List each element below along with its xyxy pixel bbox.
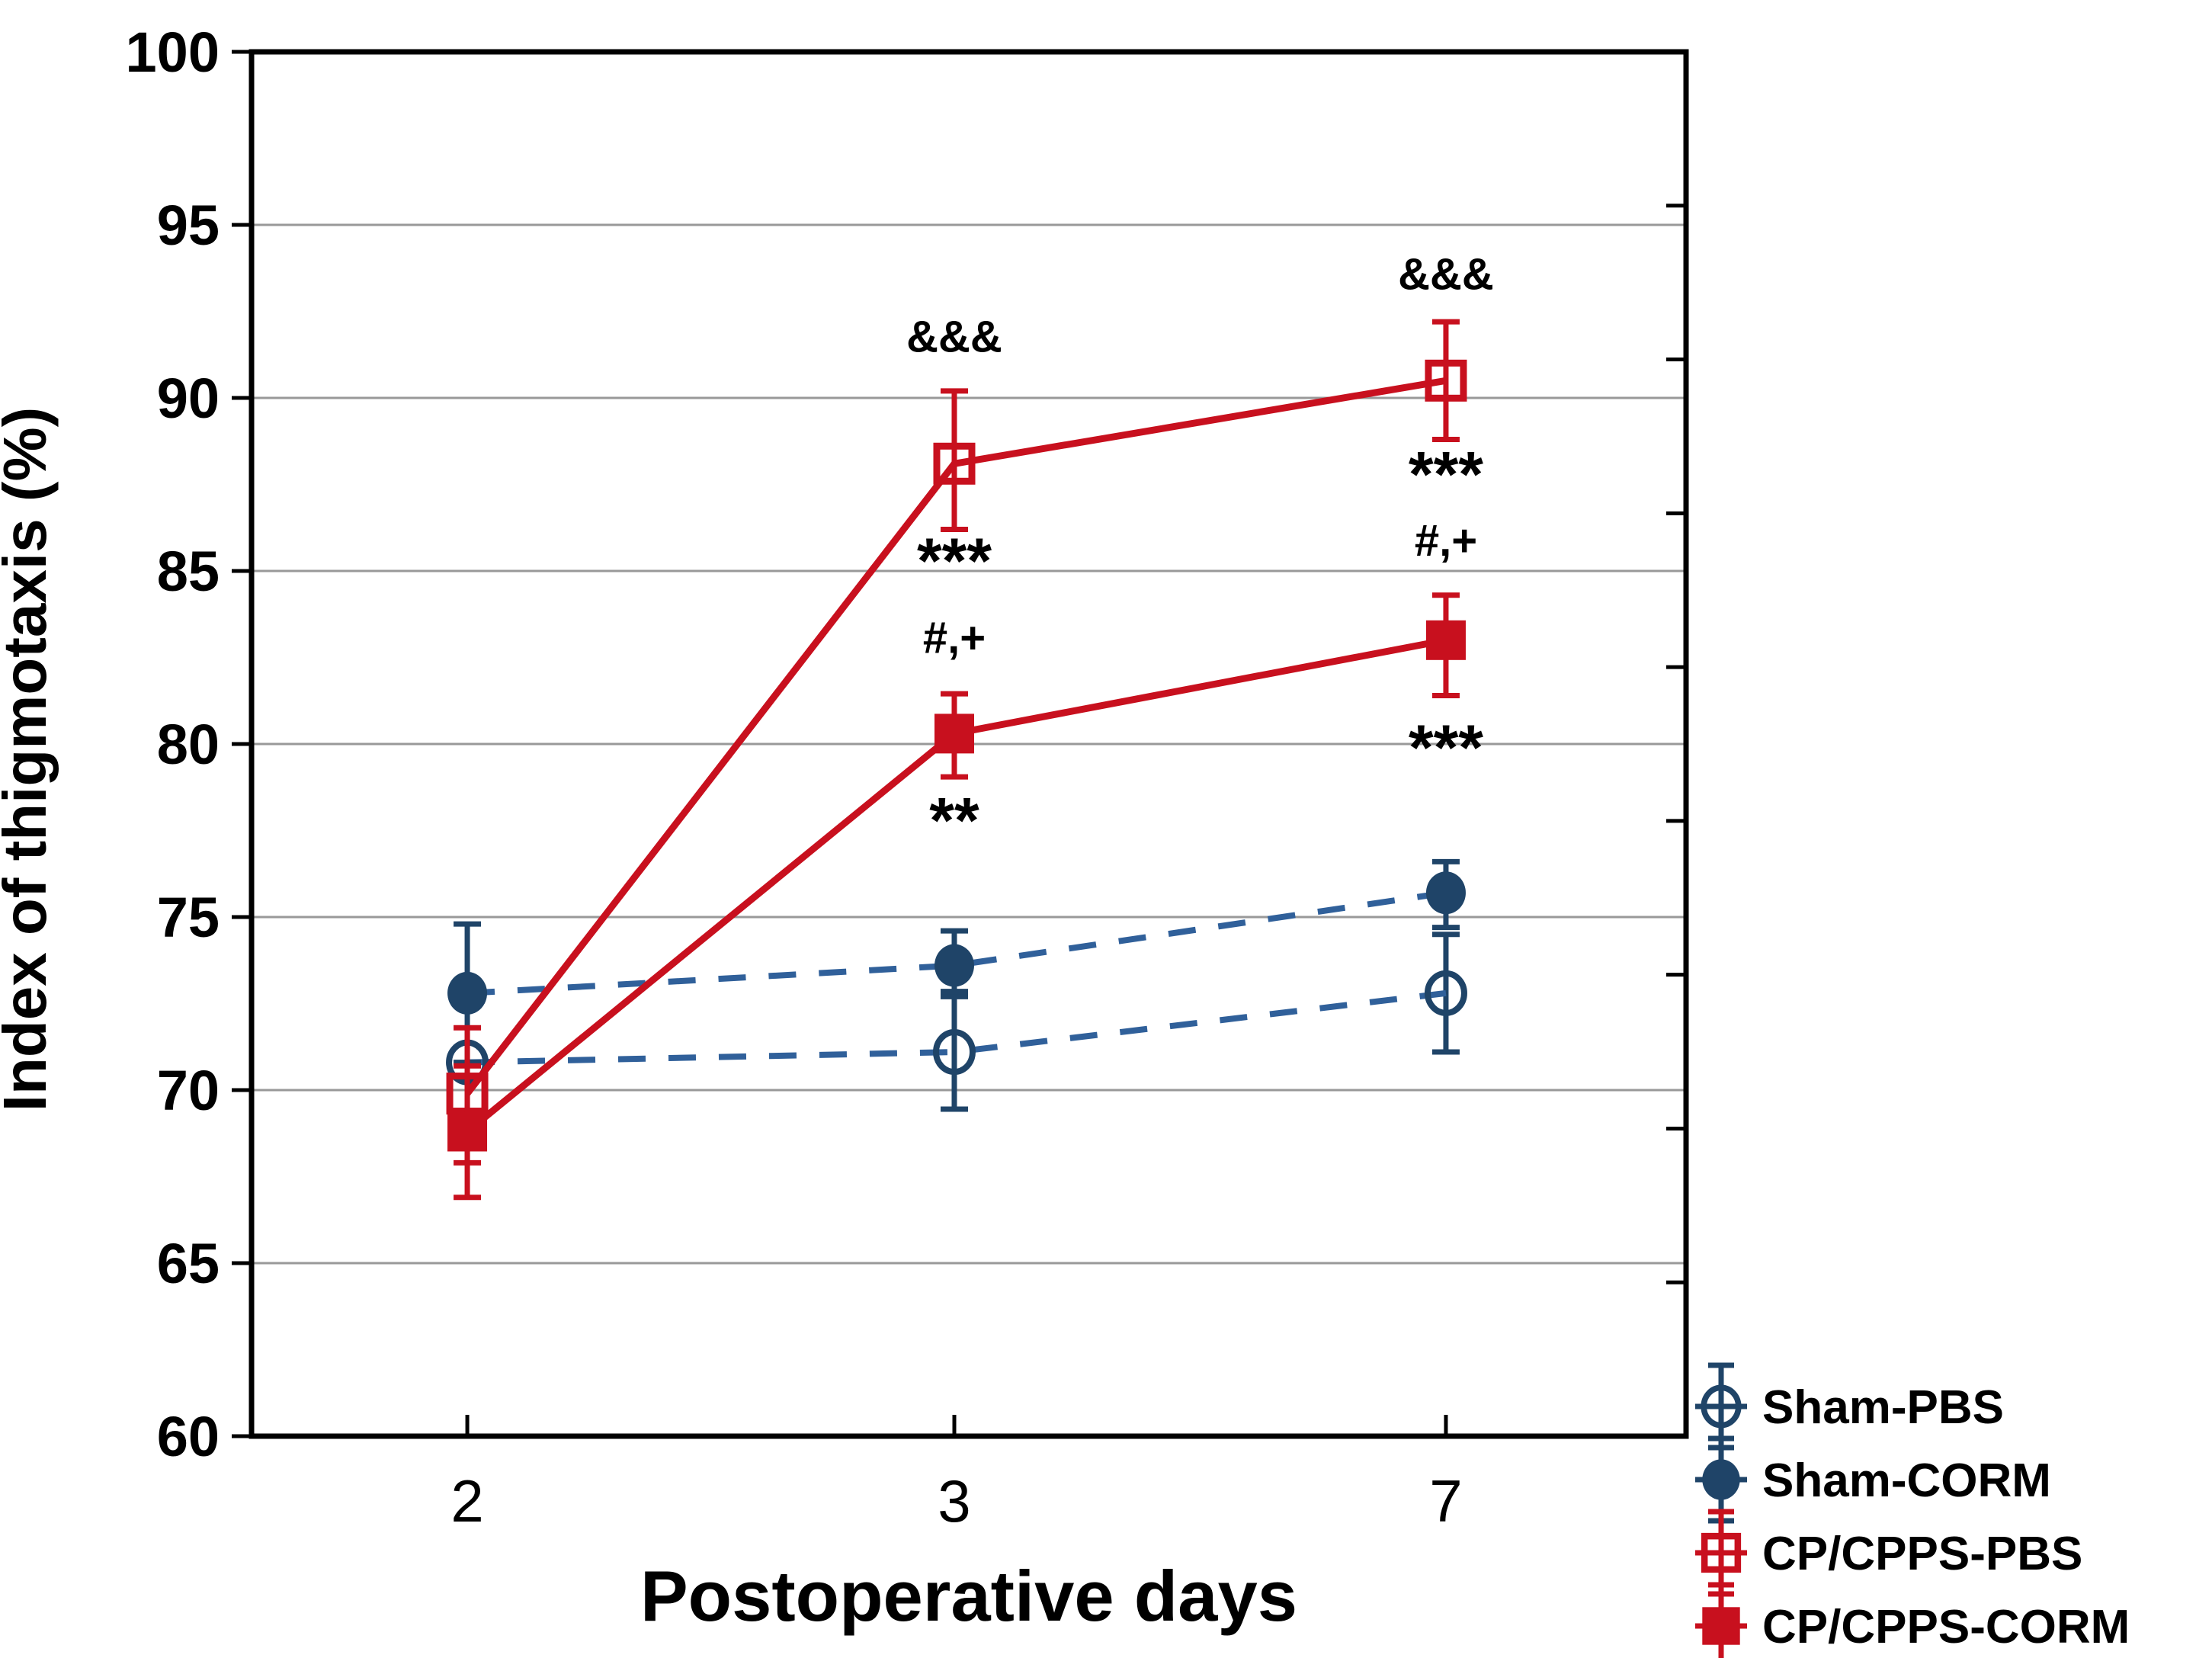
marker-circle-open <box>932 1029 976 1076</box>
y-tick-label: 75 <box>157 886 220 949</box>
annotation: #,+ <box>923 613 986 662</box>
annotation: #,+ <box>1415 516 1477 566</box>
annotation: *** <box>1409 711 1483 783</box>
series-cp-cpps-pbs <box>446 319 1467 1166</box>
series-cp-cpps-corm <box>447 592 1466 1201</box>
marker-circle-filled <box>1425 871 1466 915</box>
legend-item: Sham-PBS <box>1695 1362 2004 1451</box>
annotation: *** <box>917 524 992 596</box>
legend-item: CP/CPPS-PBS <box>1695 1509 2082 1597</box>
marker-square-open <box>933 442 976 485</box>
y-tick-label: 90 <box>157 367 220 430</box>
marker-square-open <box>1425 359 1467 402</box>
marker-square-filled <box>934 714 974 754</box>
annotation: &&& <box>1398 250 1494 300</box>
series-line <box>466 989 1447 1066</box>
annotation: &&& <box>906 312 1002 361</box>
marker-square-open <box>1701 1532 1742 1573</box>
legend-label: CP/CPPS-CORM <box>1762 1601 2130 1653</box>
y-tick-label: 60 <box>157 1405 220 1468</box>
y-axis-title: Index of thigmotaxis (%) <box>0 407 59 1112</box>
annotation: *** <box>1409 438 1483 510</box>
legend-item: CP/CPPS-CORM <box>1695 1582 2130 1658</box>
legend-label: Sham-CORM <box>1762 1454 2051 1507</box>
series-sham-corm <box>447 858 1466 1066</box>
y-tick-label: 65 <box>157 1232 220 1295</box>
legend-label: CP/CPPS-PBS <box>1762 1528 2082 1580</box>
marker-square-filled <box>1425 620 1466 660</box>
annotation: ** <box>929 784 979 856</box>
x-axis-title: Postoperative days <box>640 1556 1297 1636</box>
y-tick-label: 85 <box>157 540 220 603</box>
marker-circle-filled <box>934 944 974 987</box>
series-line <box>464 377 1447 1096</box>
y-tick-label: 70 <box>157 1059 220 1122</box>
x-tick-label: 2 <box>450 1467 483 1535</box>
x-tick-label: 3 <box>938 1467 970 1535</box>
series-line <box>466 890 1447 996</box>
marker-circle-open <box>1424 970 1467 1016</box>
marker-circle-filled <box>447 971 488 1015</box>
legend-item: Sham-CORM <box>1695 1435 2051 1524</box>
plot-border <box>248 49 1689 1439</box>
marker-circle-open <box>1701 1384 1742 1429</box>
marker-square-filled <box>1702 1607 1740 1645</box>
legend-label: Sham-PBS <box>1762 1381 2004 1434</box>
marker-circle-filled <box>1702 1459 1740 1500</box>
y-tick-label: 100 <box>126 21 220 84</box>
x-tick-label: 7 <box>1429 1467 1462 1535</box>
y-tick-label: 80 <box>157 713 220 776</box>
marker-square-filled <box>447 1111 488 1152</box>
legend: Sham-PBS Sham-CORM CP/CPPS-PBS CP/CPPS-CORM <box>1695 1362 2130 1658</box>
y-tick-label: 95 <box>157 194 220 257</box>
